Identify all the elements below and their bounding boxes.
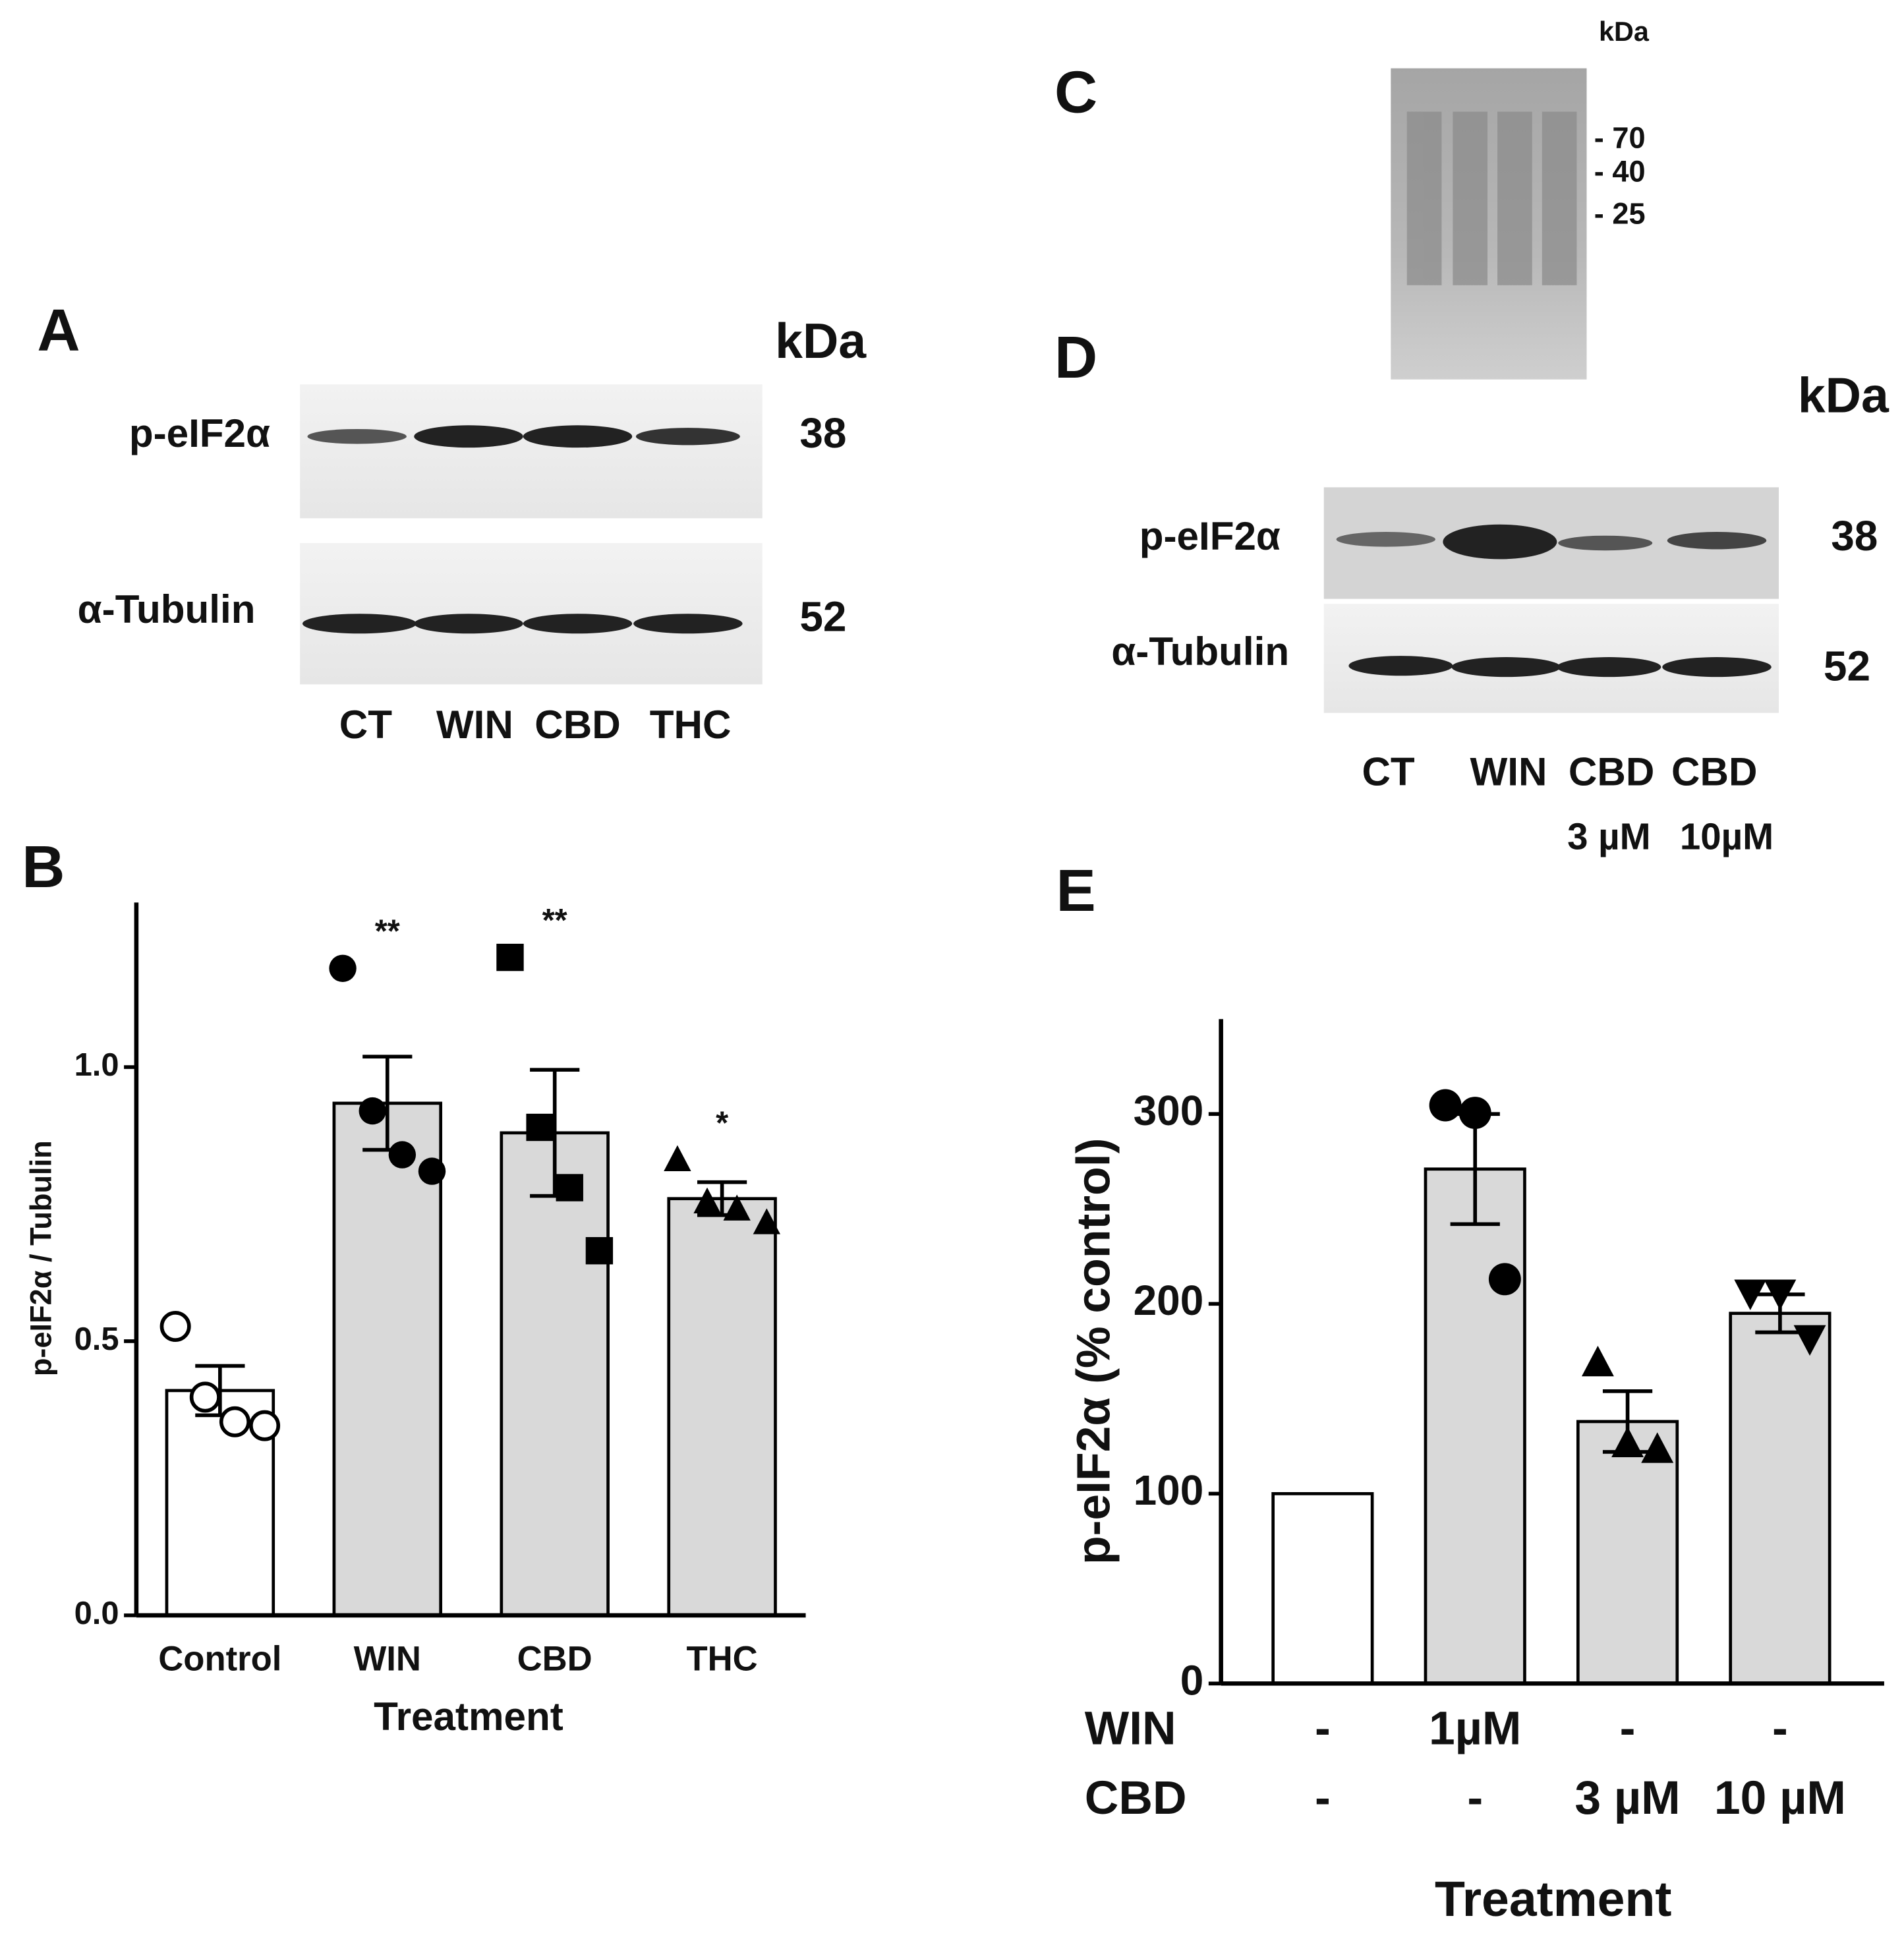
bands xyxy=(302,425,743,634)
data-point xyxy=(219,1406,250,1437)
x-tick-label: 1µM xyxy=(1429,1702,1521,1755)
size-label: 38 xyxy=(1831,512,1878,560)
data-point xyxy=(753,1208,781,1234)
data-point xyxy=(1429,1089,1462,1122)
dose-label: 10µM xyxy=(1680,815,1774,857)
x-tick-label: - xyxy=(1620,1702,1636,1755)
row-label: CBD xyxy=(1085,1772,1187,1824)
lane-label: WIN xyxy=(1470,750,1547,794)
row-label: α-Tubulin xyxy=(1111,629,1289,674)
panel-letter: B xyxy=(22,834,65,900)
x-tick-label: WIN xyxy=(354,1639,421,1678)
kda-label: kDa xyxy=(1798,368,1890,423)
significance: * xyxy=(716,1106,728,1142)
size-label: 52 xyxy=(799,593,846,640)
data-point xyxy=(1458,1097,1491,1129)
y-tick-label: 200 xyxy=(1134,1277,1204,1324)
x-axis-label: Treatment xyxy=(1435,1871,1672,1926)
data-point xyxy=(388,1141,417,1169)
bar xyxy=(1729,1312,1832,1685)
data-point xyxy=(1611,1426,1644,1458)
dose-label: 3 µM xyxy=(1567,815,1651,857)
marker-label: - 40 xyxy=(1594,154,1646,188)
x-tick-label: - xyxy=(1467,1772,1483,1824)
x-tick-label: Control xyxy=(158,1639,281,1678)
data-point xyxy=(723,1194,751,1221)
data-point xyxy=(249,1410,281,1441)
data-point xyxy=(329,954,357,982)
x-tick-label: CBD xyxy=(517,1639,592,1678)
data-point xyxy=(159,1310,191,1343)
size-label: 52 xyxy=(1824,643,1870,690)
marker-label: - 70 xyxy=(1594,121,1646,155)
data-point xyxy=(1764,1279,1797,1310)
data-point xyxy=(1581,1345,1614,1377)
panel-c: C kDa - 70 - 40 - 25 xyxy=(1054,16,1650,380)
bar xyxy=(1424,1167,1526,1685)
row-label: p-eIF2α xyxy=(1140,514,1281,558)
panel-d: D kDa p-eIF2α α-Tubulin 38 52 CT WIN CBD… xyxy=(1054,324,1890,857)
y-axis-label: p-eIF2α (% control) xyxy=(1067,1138,1120,1565)
data-point xyxy=(1641,1432,1674,1463)
y-tick-label: 100 xyxy=(1134,1466,1204,1514)
data-point xyxy=(556,1174,583,1201)
bar xyxy=(1576,1420,1679,1685)
data-point xyxy=(664,1145,691,1171)
data-point xyxy=(189,1381,221,1413)
panel-letter: C xyxy=(1054,59,1097,126)
data-point xyxy=(693,1187,721,1214)
data-point xyxy=(1488,1263,1521,1296)
lane-label: CT xyxy=(339,703,392,747)
significance: ** xyxy=(375,914,400,950)
y-axis-label: p-eIF2α / Tubulin xyxy=(24,1140,58,1376)
bar xyxy=(1271,1491,1374,1685)
x-tick-label: 10 µM xyxy=(1714,1772,1846,1824)
marker-label: - 25 xyxy=(1594,196,1646,230)
kda-label: kDa xyxy=(775,313,867,368)
lane-label: CBD xyxy=(534,703,620,747)
lane-label: CT xyxy=(1362,750,1414,794)
x-axis-label: Treatment xyxy=(374,1694,563,1739)
data-point xyxy=(359,1097,386,1125)
bar xyxy=(500,1131,610,1617)
data-point xyxy=(1793,1325,1826,1356)
data-point xyxy=(418,1157,446,1185)
row-label: α-Tubulin xyxy=(78,587,256,631)
row-label: p-eIF2α xyxy=(129,411,270,455)
data-point xyxy=(526,1113,554,1142)
y-tick-label: 0.0 xyxy=(74,1596,119,1631)
significance: ** xyxy=(542,903,567,939)
y-tick-label: 1.0 xyxy=(74,1047,119,1083)
lane-label: CBD xyxy=(1671,750,1757,794)
data-point xyxy=(496,943,524,971)
blot xyxy=(300,542,763,685)
blot xyxy=(300,384,763,519)
panel-letter: E xyxy=(1056,857,1095,924)
kda-label: kDa xyxy=(1599,16,1650,47)
lane-label: CBD xyxy=(1569,750,1654,794)
stain-lanes xyxy=(1406,111,1577,285)
data-point xyxy=(1734,1279,1767,1310)
x-tick-label: - xyxy=(1315,1772,1331,1824)
y-tick-label: 0.5 xyxy=(74,1321,119,1357)
x-tick-label: 3 µM xyxy=(1574,1772,1680,1824)
lane-label: WIN xyxy=(436,703,513,747)
data-point xyxy=(585,1237,614,1265)
bar xyxy=(667,1197,777,1617)
y-tick-label: 0 xyxy=(1180,1656,1204,1704)
panel-a: A kDa p-eIF2α α-Tubulin 38 52 CT WIN CBD… xyxy=(37,297,867,747)
bands xyxy=(1336,524,1772,678)
x-tick-label: THC xyxy=(686,1639,757,1678)
lane-label: THC xyxy=(650,703,732,747)
size-label: 38 xyxy=(799,409,846,457)
panel-letter: D xyxy=(1054,324,1097,391)
y-tick-label: 300 xyxy=(1134,1087,1204,1134)
x-tick-label: - xyxy=(1315,1702,1331,1755)
row-label: WIN xyxy=(1085,1702,1176,1755)
panel-letter: A xyxy=(37,297,80,364)
x-tick-label: - xyxy=(1772,1702,1788,1755)
